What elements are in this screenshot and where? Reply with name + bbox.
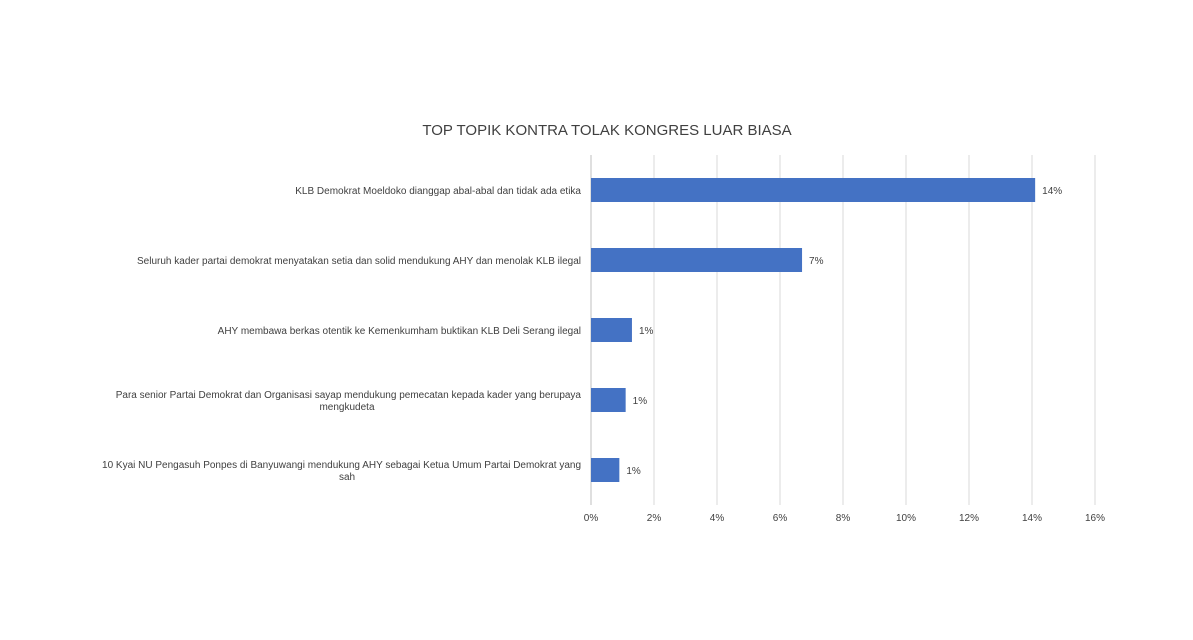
bar: [591, 318, 632, 342]
data-label: 7%: [809, 256, 824, 267]
category-label: 10 Kyai NU Pengasuh Ponpes di Banyuwangi…: [102, 460, 581, 471]
category-label: mengkudeta: [319, 402, 374, 413]
x-tick-label: 10%: [896, 513, 916, 524]
data-label: 1%: [626, 466, 641, 477]
x-tick-label: 4%: [710, 513, 725, 524]
bar: [591, 388, 626, 412]
x-tick-label: 12%: [959, 513, 979, 524]
x-tick-label: 0%: [584, 513, 599, 524]
x-tick-label: 6%: [773, 513, 788, 524]
category-label: KLB Demokrat Moeldoko dianggap abal-abal…: [295, 186, 581, 197]
bar: [591, 458, 620, 482]
category-label: Seluruh kader partai demokrat menyatakan…: [137, 256, 581, 267]
chart-title: TOP TOPIK KONTRA TOLAK KONGRES LUAR BIAS…: [422, 122, 791, 139]
category-label: Para senior Partai Demokrat dan Organisa…: [116, 390, 582, 401]
bar: [591, 248, 803, 272]
x-tick-label: 16%: [1085, 513, 1105, 524]
x-tick-label: 8%: [836, 513, 851, 524]
x-tick-label: 2%: [647, 513, 662, 524]
data-label: 1%: [639, 326, 654, 337]
category-label: sah: [339, 472, 355, 483]
data-label: 1%: [633, 396, 648, 407]
x-tick-label: 14%: [1022, 513, 1042, 524]
category-label: AHY membawa berkas otentik ke Kemenkumha…: [218, 326, 581, 337]
data-label: 14%: [1042, 186, 1062, 197]
bar: [591, 178, 1036, 202]
